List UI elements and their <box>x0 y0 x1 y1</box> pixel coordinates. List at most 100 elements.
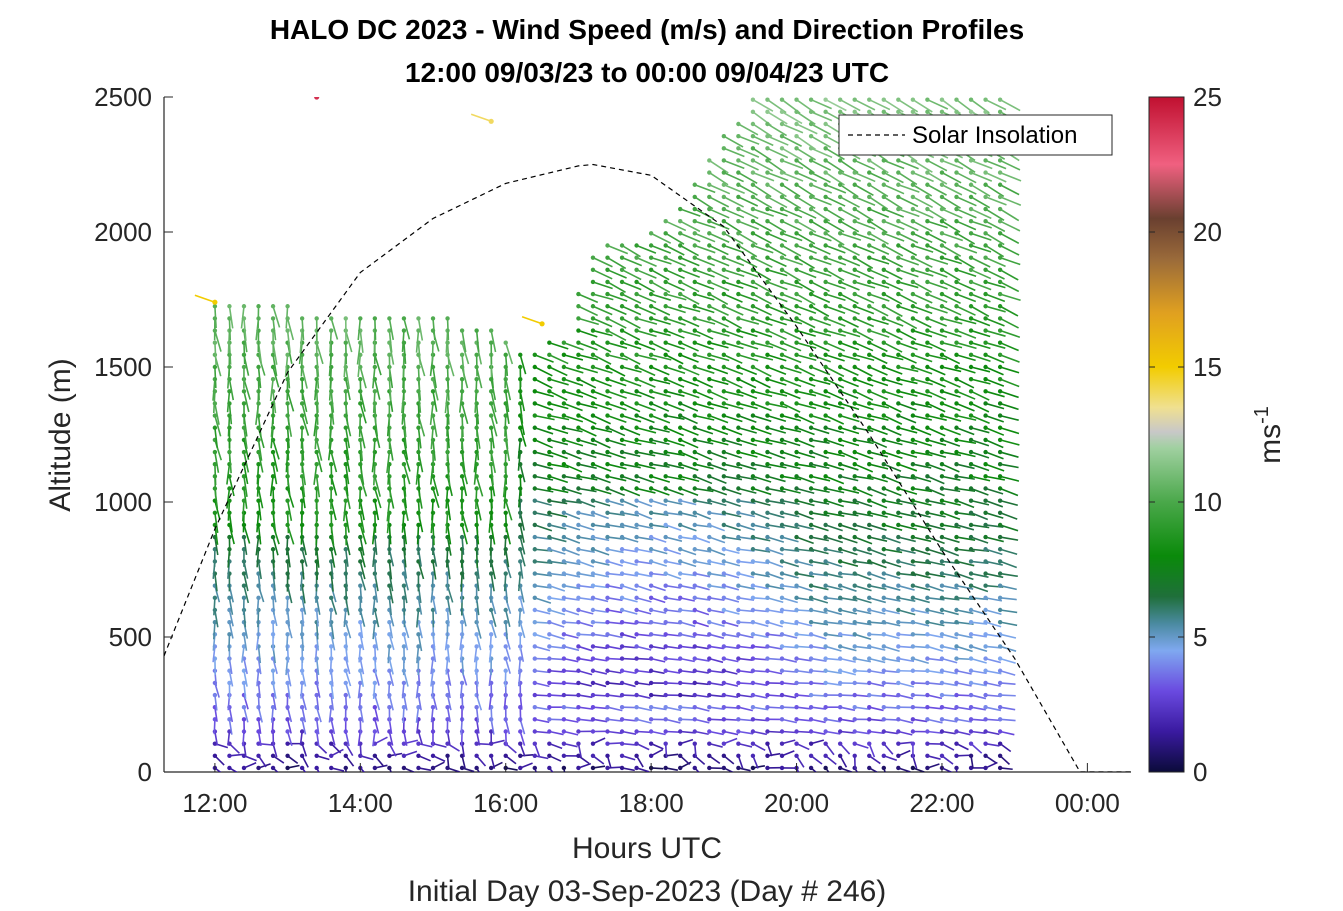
wind-barb <box>794 717 812 722</box>
wind-barb <box>590 717 608 723</box>
wind-barb <box>794 243 817 254</box>
wind-barb <box>997 437 1020 446</box>
x-tick-label: 18:00 <box>619 788 684 818</box>
wind-barb <box>779 692 797 699</box>
wind-barb <box>416 571 421 592</box>
wind-barb <box>299 680 305 699</box>
wind-barb <box>445 741 460 752</box>
wind-barb <box>634 765 650 772</box>
wind-barb <box>488 413 498 437</box>
wind-barb <box>823 729 841 735</box>
x-tick: 22:00 <box>909 763 975 818</box>
wind-barb <box>925 267 948 278</box>
wind-barb <box>342 498 348 522</box>
wind-barb <box>372 764 388 771</box>
wind-barb <box>430 761 445 771</box>
wind-barb <box>968 705 986 711</box>
wind-barb <box>387 705 392 723</box>
wind-barb <box>561 656 579 663</box>
wind-barb <box>459 619 465 639</box>
wind-barb <box>445 753 450 769</box>
wind-barb <box>343 632 348 651</box>
wind-barb <box>474 486 479 510</box>
colorbar-label: ms-1 <box>1251 406 1287 464</box>
wind-barb <box>358 547 366 568</box>
wind-barb <box>910 717 928 723</box>
wind-barb <box>488 761 503 771</box>
wind-barb <box>692 656 710 662</box>
wind-barb <box>997 765 1013 771</box>
wind-barb <box>678 680 695 686</box>
wind-barb <box>343 753 355 767</box>
wind-barb <box>808 632 827 640</box>
wind-barb <box>372 705 380 722</box>
y-axis-label: Altitude (m) <box>44 358 77 511</box>
wind-profile <box>517 352 534 771</box>
wind-barb <box>634 644 652 651</box>
wind-barb <box>285 425 290 449</box>
wind-barb <box>416 765 432 772</box>
wind-barb <box>343 328 353 353</box>
wind-barb <box>430 340 436 365</box>
wind-barb <box>881 231 905 242</box>
wind-barb <box>299 717 307 735</box>
wind-barb <box>852 729 870 735</box>
wind-barb <box>415 462 421 485</box>
wind-barb <box>299 753 309 768</box>
wind-barb <box>736 316 760 325</box>
wind-barb <box>576 656 593 662</box>
wind-profile <box>954 97 978 772</box>
wind-barb <box>387 644 392 664</box>
wind-barb <box>532 692 550 698</box>
wind-barb <box>227 717 233 735</box>
wind-profile <box>415 316 433 772</box>
wind-barb <box>619 619 637 625</box>
wind-barb <box>401 750 418 758</box>
wind-barb <box>474 352 479 377</box>
wind-barb <box>954 705 972 711</box>
wind-barb <box>299 705 307 723</box>
wind-barb <box>634 692 651 699</box>
y-tick-label: 1500 <box>94 352 152 382</box>
wind-barb <box>256 741 273 746</box>
x-tick-label: 22:00 <box>909 788 974 818</box>
colorbar-tick-label: 10 <box>1193 487 1222 517</box>
isolated-wind-barb <box>314 97 320 100</box>
wind-barb <box>968 158 993 170</box>
wind-barb <box>488 425 495 449</box>
wind-barb <box>401 765 416 772</box>
wind-barb <box>358 534 365 556</box>
wind-barb <box>270 449 279 472</box>
x-tick-label: 16:00 <box>473 788 538 818</box>
wind-barb <box>270 668 276 688</box>
wind-barb <box>765 146 789 159</box>
wind-barb <box>997 583 1017 591</box>
wind-barb <box>445 765 460 772</box>
wind-barb <box>415 328 421 353</box>
wind-barb <box>910 206 934 219</box>
wind-barb <box>256 462 261 485</box>
wind-barb <box>678 206 701 217</box>
wind-barb <box>925 763 940 771</box>
wind-barb <box>386 498 392 522</box>
wind-barb <box>736 692 753 698</box>
wind-barb <box>241 668 248 687</box>
wind-barb <box>794 705 812 710</box>
wind-profile <box>619 243 643 772</box>
wind-barb <box>343 607 348 627</box>
wind-barb <box>779 729 797 734</box>
wind-barb <box>837 765 853 772</box>
wind-barb <box>634 619 652 625</box>
wind-barb <box>954 243 978 254</box>
wind-barb <box>299 376 305 401</box>
wind-barb <box>488 571 495 592</box>
wind-barb <box>416 522 421 545</box>
wind-barb <box>474 364 483 389</box>
wind-barb <box>634 717 652 724</box>
wind-profile <box>240 304 257 771</box>
wind-barb <box>779 680 797 686</box>
wind-barb <box>343 741 354 757</box>
wind-barb <box>794 765 800 772</box>
wind-barb <box>634 632 652 637</box>
wind-barb <box>227 741 240 754</box>
